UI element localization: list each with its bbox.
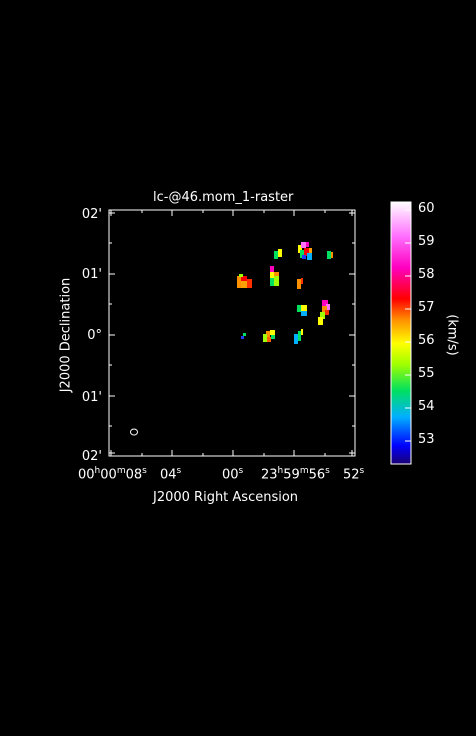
x-tick-label: 23h59m56s (261, 466, 330, 483)
clump-c (263, 330, 275, 342)
y-ticks (109, 212, 355, 454)
clump-a (237, 274, 252, 288)
emission-clumps (237, 242, 333, 344)
x-ticks (110, 210, 353, 456)
x-tick-label: 00s (222, 466, 244, 483)
clump-g (297, 278, 303, 289)
clump-d (270, 266, 279, 286)
colorbar-tick-label: 56 (418, 333, 435, 348)
colorbar-tick-label: 58 (418, 267, 435, 282)
clump-b (241, 333, 246, 339)
x-tick-label: 00h00m08s (78, 466, 147, 483)
colorbar-tick-label: 57 (418, 300, 435, 315)
colorbar (391, 202, 411, 464)
clump-f (298, 242, 312, 260)
x-tick-label: 04s (160, 466, 182, 483)
colorbar-tick-label: 54 (418, 399, 435, 414)
colorbar-ticks (405, 209, 411, 442)
x-axis-label: J2000 Right Ascension (153, 490, 299, 505)
clump-k (327, 251, 333, 259)
y-tick-label: 0° (87, 328, 102, 343)
y-tick-label: 01' (81, 390, 102, 405)
colorbar-tick-label: 60 (418, 201, 435, 216)
y-tick-label: 01' (81, 267, 102, 282)
clump-i (297, 305, 307, 316)
clump-h (318, 300, 330, 325)
colorbar-tick-label: 55 (418, 366, 435, 381)
colorbar-tick-label: 53 (418, 432, 435, 447)
colorbar-tick-label: 59 (418, 234, 435, 249)
colorbar-frame (390, 201, 412, 465)
clump-l (302, 255, 306, 259)
beam-ellipse (130, 428, 138, 436)
plot-frame (108, 209, 356, 457)
y-tick-label: 02' (81, 207, 102, 222)
x-tick-label: 52s (343, 466, 365, 483)
clump-j (294, 329, 303, 344)
clump-e (274, 249, 282, 259)
plot-title: lc-@46.mom_1-raster (153, 190, 294, 205)
y-tick-label: 02' (81, 449, 102, 464)
